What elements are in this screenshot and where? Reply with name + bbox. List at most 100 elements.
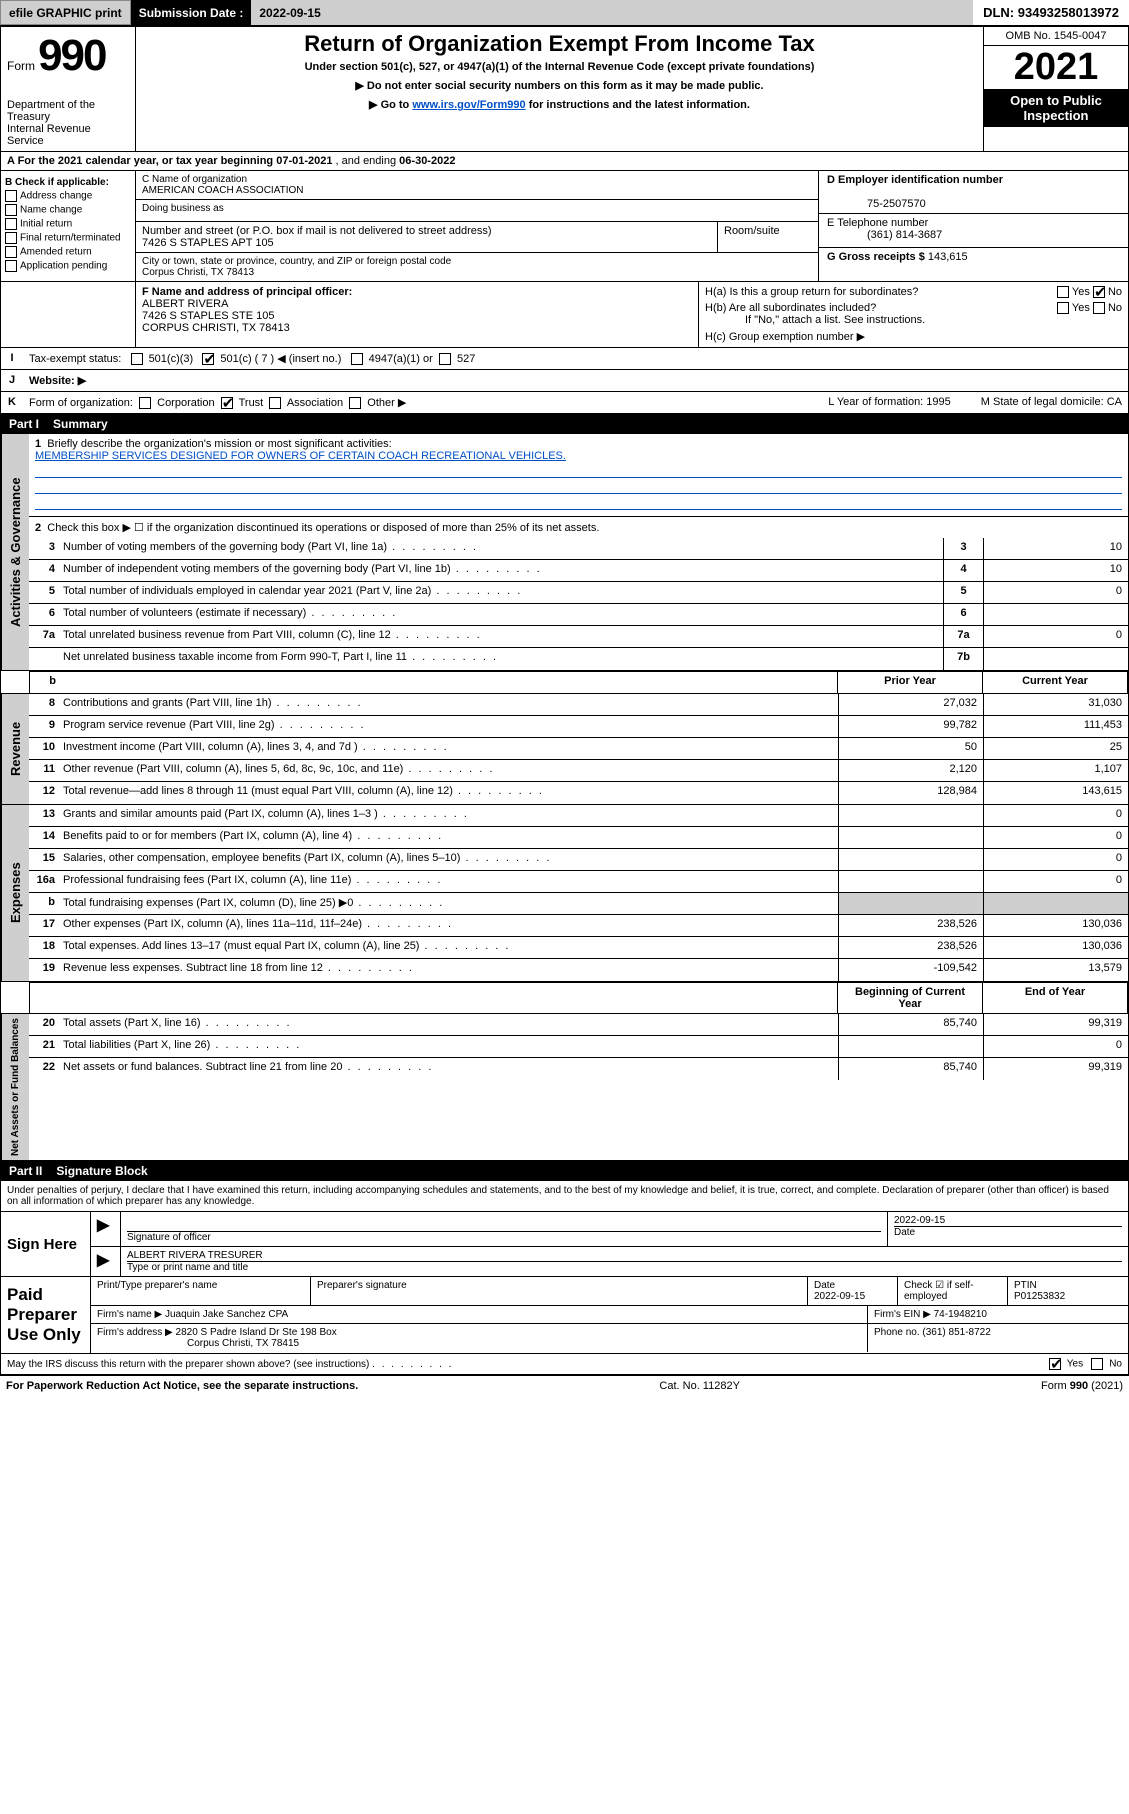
- cb-corp[interactable]: [139, 397, 151, 409]
- q2-block: 2 Check this box ▶ ☐ if the organization…: [29, 516, 1128, 538]
- lbl-corp: Corporation: [157, 397, 214, 409]
- cb-amended-return-label: Amended return: [20, 247, 92, 258]
- phone-label: E Telephone number: [827, 217, 928, 229]
- part2-title: Signature Block: [56, 1164, 147, 1178]
- line-value: [983, 648, 1128, 670]
- box-h: H(a) Is this a group return for subordin…: [698, 282, 1128, 347]
- col-current-year: Current Year: [982, 672, 1127, 693]
- cb-trust[interactable]: [221, 397, 233, 409]
- form-word: Form: [7, 59, 35, 73]
- q1-label: Briefly describe the organization's miss…: [47, 438, 391, 450]
- line-num: 11: [29, 760, 59, 781]
- discuss-yes-cb[interactable]: [1049, 1358, 1061, 1370]
- summary-net-assets: Net Assets or Fund Balances 20Total asse…: [0, 1014, 1129, 1161]
- hb-no-cb[interactable]: [1093, 302, 1105, 314]
- line-text: Total assets (Part X, line 16): [59, 1014, 838, 1035]
- line-num: 15: [29, 849, 59, 870]
- foot-right: Form 990 (2021): [1041, 1380, 1123, 1392]
- current-value: 143,615: [983, 782, 1128, 804]
- cb-address-change[interactable]: Address change: [5, 190, 131, 202]
- dba-label: Doing business as: [142, 203, 812, 214]
- line-num: 6: [29, 604, 59, 625]
- cb-initial-return[interactable]: Initial return: [5, 218, 131, 230]
- period-end: 06-30-2022: [399, 155, 455, 167]
- prep-sig-hdr: Preparer's signature: [311, 1277, 808, 1305]
- mission-block: 1 Briefly describe the organization's mi…: [29, 434, 1128, 516]
- line-text: Net assets or fund balances. Subtract li…: [59, 1058, 838, 1080]
- cb-527[interactable]: [439, 353, 451, 365]
- cb-app-pending-label: Application pending: [20, 261, 107, 272]
- signature-declaration: Under penalties of perjury, I declare th…: [0, 1181, 1129, 1212]
- prior-value: 85,740: [838, 1058, 983, 1080]
- line-box: 7b: [943, 648, 983, 670]
- line-text: Total unrelated business revenue from Pa…: [59, 626, 943, 647]
- current-value: 0: [983, 849, 1128, 870]
- table-row: 22Net assets or fund balances. Subtract …: [29, 1058, 1128, 1080]
- cb-other[interactable]: [349, 397, 361, 409]
- table-row: 10Investment income (Part VIII, column (…: [29, 738, 1128, 760]
- year-formation: L Year of formation: 1995: [828, 396, 951, 409]
- summary-expenses: Expenses 13Grants and similar amounts pa…: [0, 805, 1129, 982]
- efile-print-button[interactable]: efile GRAPHIC print: [0, 0, 131, 25]
- prior-value: [838, 871, 983, 892]
- cb-address-change-label: Address change: [20, 191, 92, 202]
- line-num: 18: [29, 937, 59, 958]
- hb-yes-cb[interactable]: [1057, 302, 1069, 314]
- line-text: Number of independent voting members of …: [59, 560, 943, 581]
- q2-text: Check this box ▶ ☐ if the organization d…: [47, 522, 599, 534]
- prior-value: [838, 849, 983, 870]
- cb-app-pending[interactable]: Application pending: [5, 260, 131, 272]
- summary-net-header: Beginning of Current Year End of Year: [0, 982, 1129, 1014]
- line-text: Salaries, other compensation, employee b…: [59, 849, 838, 870]
- prior-value: 50: [838, 738, 983, 759]
- cb-4947[interactable]: [351, 353, 363, 365]
- ha-yes-cb[interactable]: [1057, 286, 1069, 298]
- table-row: 15Salaries, other compensation, employee…: [29, 849, 1128, 871]
- current-value: 130,036: [983, 937, 1128, 958]
- row-k: K Form of organization: Corporation Trus…: [0, 392, 1129, 414]
- prior-value: [838, 1036, 983, 1057]
- cb-final-return[interactable]: Final return/terminated: [5, 232, 131, 244]
- vtab-net-assets: Net Assets or Fund Balances: [1, 1014, 29, 1160]
- line-num: 7a: [29, 626, 59, 647]
- cb-501c3[interactable]: [131, 353, 143, 365]
- table-row: Net unrelated business taxable income fr…: [29, 648, 1128, 670]
- line-text: Professional fundraising fees (Part IX, …: [59, 871, 838, 892]
- table-row: 17Other expenses (Part IX, column (A), l…: [29, 915, 1128, 937]
- state-domicile: M State of legal domicile: CA: [981, 396, 1122, 409]
- part1-label: Part I: [9, 417, 39, 431]
- table-row: 12Total revenue—add lines 8 through 11 (…: [29, 782, 1128, 804]
- vtab-governance: Activities & Governance: [1, 434, 29, 670]
- prep-name-hdr: Print/Type preparer's name: [91, 1277, 311, 1305]
- cb-assoc[interactable]: [269, 397, 281, 409]
- line-text: Total revenue—add lines 8 through 11 (mu…: [59, 782, 838, 804]
- ha-label: H(a) Is this a group return for subordin…: [705, 286, 918, 298]
- ha-no-cb[interactable]: [1093, 286, 1105, 298]
- line-num: 5: [29, 582, 59, 603]
- firm-addr1: 2820 S Padre Island Dr Ste 198 Box: [176, 1327, 337, 1338]
- box-f: F Name and address of principal officer:…: [136, 282, 698, 347]
- line-box: 3: [943, 538, 983, 559]
- cb-501c[interactable]: [202, 353, 214, 365]
- subtitle-1: Under section 501(c), 527, or 4947(a)(1)…: [142, 61, 977, 73]
- officer-name: ALBERT RIVERA: [142, 298, 228, 310]
- firm-ein-lbl: Firm's EIN ▶: [874, 1309, 931, 1320]
- prior-value: 128,984: [838, 782, 983, 804]
- form-id-box: Form 990 Department of the Treasury Inte…: [1, 27, 136, 151]
- current-value: 0: [983, 827, 1128, 848]
- line-value: 10: [983, 538, 1128, 559]
- period-mid: , and ending: [336, 155, 400, 167]
- irs-link[interactable]: www.irs.gov/Form990: [412, 99, 525, 111]
- col-begin-year: Beginning of Current Year: [837, 983, 982, 1013]
- mission-text[interactable]: MEMBERSHIP SERVICES DESIGNED FOR OWNERS …: [35, 450, 566, 462]
- paid-preparer-label: Paid Preparer Use Only: [1, 1277, 91, 1353]
- table-row: 4Number of independent voting members of…: [29, 560, 1128, 582]
- box-b-label: B Check if applicable:: [5, 177, 109, 188]
- cb-amended-return[interactable]: Amended return: [5, 246, 131, 258]
- discuss-no-cb[interactable]: [1091, 1358, 1103, 1370]
- summary-governance: Activities & Governance 1 Briefly descri…: [0, 434, 1129, 671]
- line-text: Total liabilities (Part X, line 26): [59, 1036, 838, 1057]
- cb-name-change[interactable]: Name change: [5, 204, 131, 216]
- sig-date-label: Date: [894, 1226, 1122, 1238]
- current-value: 13,579: [983, 959, 1128, 981]
